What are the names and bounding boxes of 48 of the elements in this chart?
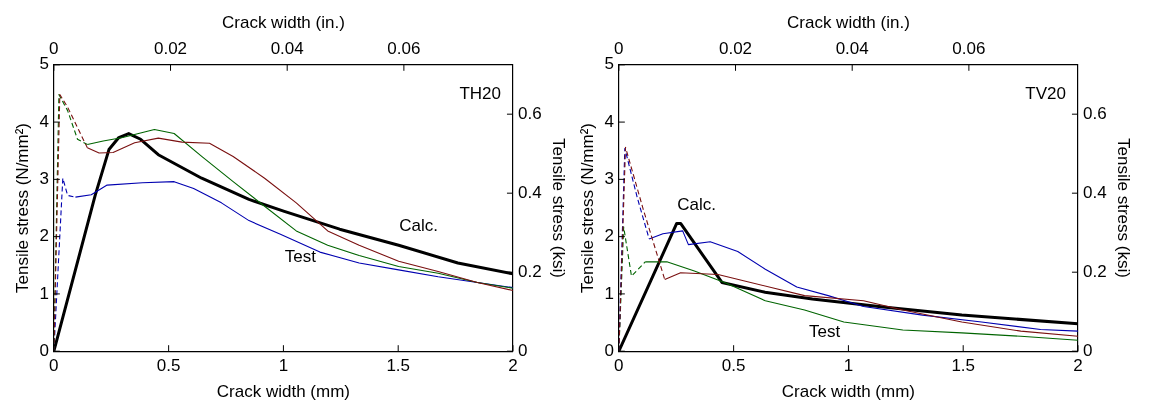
x-tick-label: 1.5 xyxy=(951,356,976,376)
x-tick-label: 1 xyxy=(843,356,854,376)
x-tick-label: 1.5 xyxy=(386,356,411,376)
y2-tick-label: 0.4 xyxy=(517,182,542,202)
y-tick-label: 4 xyxy=(604,111,614,131)
y-axis-title: Tensile stress (N/mm²) xyxy=(577,122,597,294)
y2-tick-label: 0 xyxy=(1082,340,1093,360)
y-tick-label: 2 xyxy=(604,226,614,246)
y-tick-label: 1 xyxy=(39,283,49,303)
x-axis-title: Crack width (mm) xyxy=(781,382,915,402)
x-tick-label: 0.5 xyxy=(156,356,181,376)
x2-tick-label: 0.06 xyxy=(952,39,986,59)
y-tick-label: 5 xyxy=(604,54,614,74)
x-tick-label: 1 xyxy=(278,356,289,376)
y2-tick-label: 0.2 xyxy=(1082,261,1107,281)
annotation: Calc. xyxy=(677,194,717,214)
x2-tick-label: 0.06 xyxy=(387,39,421,59)
x2-axis-title: Crack width (in.) xyxy=(787,12,910,32)
y2-tick-label: 0.2 xyxy=(517,261,542,281)
y-tick-label: 3 xyxy=(39,169,49,189)
y2-tick-label: 0.6 xyxy=(1082,103,1107,123)
x-tick-label: 2 xyxy=(508,356,518,376)
x-tick-label: 2 xyxy=(1073,356,1083,376)
y-tick-label: 4 xyxy=(39,111,49,131)
y-tick-label: 2 xyxy=(39,226,49,246)
y-axis-title: Tensile stress (N/mm²) xyxy=(12,122,32,294)
x-tick-label: 0.5 xyxy=(721,356,746,376)
y2-axis-title: Tensile stress (ksi) xyxy=(1114,138,1134,278)
y-tick-label: 0 xyxy=(39,340,49,360)
annotation: TV20 xyxy=(1025,84,1066,104)
annotation: TH20 xyxy=(459,84,501,104)
y2-tick-label: 0.4 xyxy=(1082,182,1107,202)
x2-tick-label: 0.04 xyxy=(270,39,304,59)
annotation: Calc. xyxy=(399,216,439,236)
y2-tick-label: 0 xyxy=(517,340,528,360)
x2-tick-label: 0.02 xyxy=(718,39,753,59)
x-axis-title: Crack width (mm) xyxy=(216,382,350,402)
y2-tick-label: 0.6 xyxy=(517,103,542,123)
y-tick-label: 3 xyxy=(604,169,614,189)
x2-tick-label: 0.02 xyxy=(153,39,188,59)
annotation: Test xyxy=(284,246,317,266)
y-tick-label: 0 xyxy=(604,340,614,360)
y2-axis-title: Tensile stress (ksi) xyxy=(549,138,569,278)
x2-tick-label: 0.04 xyxy=(835,39,869,59)
y-tick-label: 5 xyxy=(39,54,49,74)
annotation: Test xyxy=(808,322,841,342)
y-tick-label: 1 xyxy=(604,283,614,303)
x2-axis-title: Crack width (in.) xyxy=(222,12,345,32)
